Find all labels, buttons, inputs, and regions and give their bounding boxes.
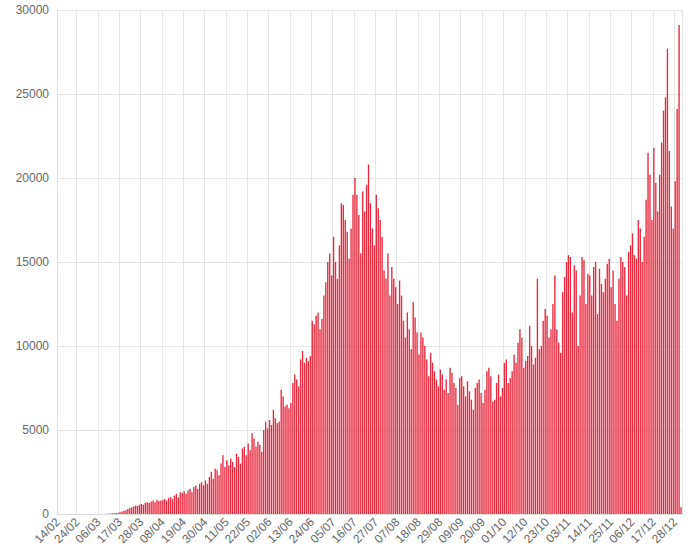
- svg-text:20000: 20000: [16, 171, 50, 185]
- svg-text:03/11: 03/11: [542, 515, 574, 546]
- svg-text:0: 0: [42, 507, 49, 521]
- svg-text:17/03: 17/03: [93, 515, 125, 547]
- svg-text:24/02: 24/02: [51, 515, 83, 547]
- svg-text:5000: 5000: [22, 423, 49, 437]
- svg-text:18/08: 18/08: [392, 515, 424, 547]
- svg-text:14/11: 14/11: [564, 515, 595, 546]
- svg-text:28/03: 28/03: [115, 515, 147, 547]
- svg-text:22/05: 22/05: [222, 515, 254, 547]
- svg-text:02/06: 02/06: [243, 515, 275, 547]
- svg-text:13/06: 13/06: [264, 515, 296, 547]
- svg-text:15000: 15000: [16, 255, 50, 269]
- svg-text:24/06: 24/06: [286, 515, 318, 547]
- svg-text:05/07: 05/07: [307, 515, 339, 547]
- svg-text:23/10: 23/10: [520, 515, 553, 547]
- svg-text:07/08: 07/08: [371, 515, 403, 547]
- svg-text:30000: 30000: [16, 3, 50, 17]
- svg-text:25000: 25000: [16, 87, 50, 101]
- svg-text:11/05: 11/05: [201, 515, 232, 546]
- svg-text:09/09: 09/09: [435, 515, 467, 547]
- svg-text:19/04: 19/04: [158, 515, 190, 547]
- svg-text:08/04: 08/04: [136, 515, 168, 547]
- svg-text:14/02: 14/02: [31, 515, 63, 547]
- svg-text:06/12: 06/12: [606, 515, 638, 547]
- svg-text:29/08: 29/08: [414, 515, 446, 547]
- svg-text:27/07: 27/07: [350, 515, 382, 547]
- svg-text:25/11: 25/11: [585, 515, 617, 546]
- svg-text:28/12: 28/12: [649, 515, 680, 546]
- svg-text:10000: 10000: [16, 339, 50, 353]
- svg-text:01/10: 01/10: [478, 515, 510, 547]
- svg-text:30/04: 30/04: [179, 515, 211, 547]
- svg-text:17/12: 17/12: [627, 515, 659, 547]
- svg-text:20/09: 20/09: [456, 515, 488, 547]
- svg-text:12/10: 12/10: [499, 515, 531, 547]
- svg-text:06/03: 06/03: [72, 515, 104, 547]
- svg-text:16/07: 16/07: [328, 515, 360, 547]
